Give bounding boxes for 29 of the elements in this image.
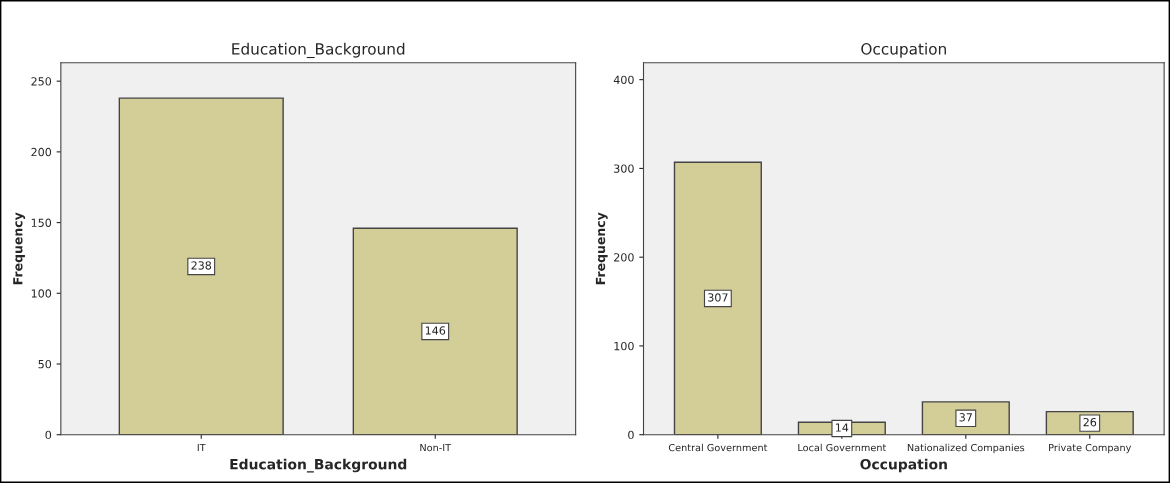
x-axis-title: Occupation — [860, 458, 947, 473]
y-tick-label: 250 — [31, 77, 52, 86]
chart-title: Occupation — [861, 42, 946, 58]
y-tick-label: 0 — [45, 430, 52, 440]
data-label: 238 — [191, 261, 212, 270]
data-label: 307 — [708, 293, 728, 302]
y-tick-label: 200 — [614, 253, 634, 262]
data-label: 146 — [425, 326, 446, 335]
y-tick-label: 150 — [31, 218, 52, 227]
y-axis-title: Frequency — [13, 212, 26, 285]
data-label: 37 — [959, 413, 972, 422]
data-label: 14 — [835, 423, 849, 432]
x-tick-label: Central Government — [668, 443, 768, 452]
y-tick-label: 100 — [31, 289, 52, 298]
x-axis-title: Education_Background — [230, 458, 407, 473]
x-tick-label: Non-IT — [420, 444, 452, 452]
y-tick-label: 400 — [613, 75, 634, 85]
x-tick-label: IT — [197, 444, 206, 452]
y-axis-title: Frequency — [595, 212, 608, 285]
y-tick-label: 0 — [628, 430, 634, 440]
y-tick-label: 50 — [38, 359, 52, 369]
data-label: 26 — [1083, 417, 1097, 427]
x-tick-label: Nationalized Companies — [907, 443, 1025, 454]
chart-title: Education_Background — [232, 42, 405, 59]
y-tick-label: 200 — [31, 147, 52, 157]
y-tick-label: 100 — [614, 341, 634, 351]
x-tick-label: Private Company — [1049, 443, 1132, 454]
y-tick-label: 300 — [614, 164, 634, 173]
x-tick-label: Local Government — [798, 443, 887, 452]
